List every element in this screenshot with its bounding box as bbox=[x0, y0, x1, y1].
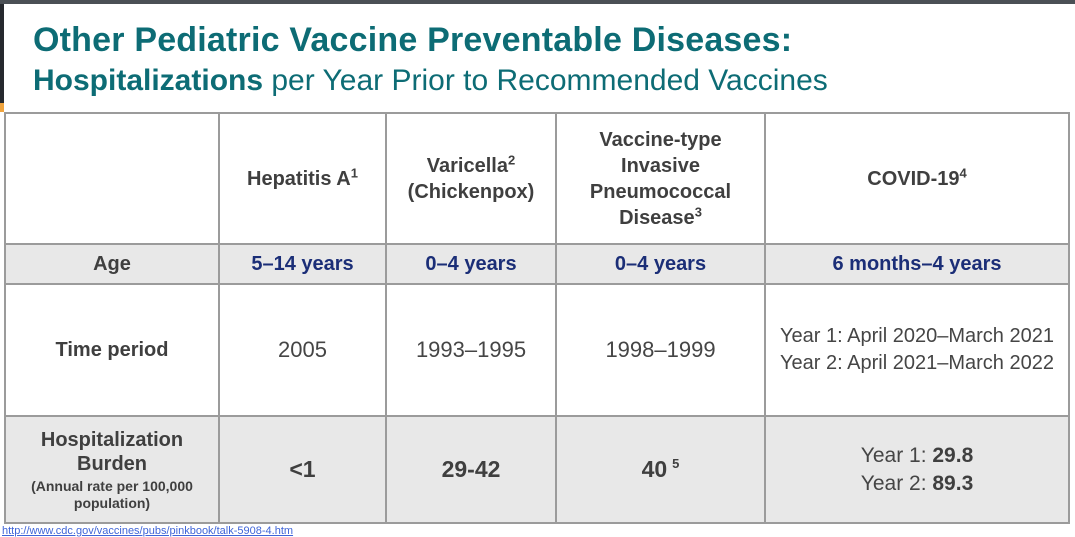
row-label-age: Age bbox=[6, 245, 218, 283]
slide-title: Other Pediatric Vaccine Preventable Dise… bbox=[33, 18, 828, 100]
covid-burden-year2: Year 2: 89.3 bbox=[860, 471, 974, 495]
time-value-pneumococcal: 1998–1999 bbox=[557, 285, 764, 415]
footnote-marker: 2 bbox=[507, 151, 516, 167]
burden-value-varicella: 29-42 bbox=[387, 417, 555, 522]
covid-time-year1: Year 1: April 2020–March 2021 bbox=[780, 325, 1054, 347]
column-header-pneumococcal: Vaccine-type Invasive Pneumococcal Disea… bbox=[557, 114, 764, 243]
slide-title-line1: Other Pediatric Vaccine Preventable Dise… bbox=[33, 21, 793, 59]
column-header-label: Hepatitis A1 bbox=[247, 164, 358, 190]
age-value-varicella: 0–4 years bbox=[387, 245, 555, 283]
window-left-edge-bar bbox=[0, 4, 4, 103]
burden-value-pneumococcal: 40 5 bbox=[557, 417, 764, 522]
column-header-label: Varicella2 bbox=[426, 151, 516, 177]
column-header-covid19: COVID-194 bbox=[766, 114, 1068, 243]
burden-value-hepatitis-a: <1 bbox=[220, 417, 385, 522]
column-header-label: COVID-194 bbox=[867, 164, 967, 190]
age-value-covid19: 6 months–4 years bbox=[766, 245, 1068, 283]
time-value-covid19: Year 1: April 2020–March 2021 Year 2: Ap… bbox=[766, 285, 1068, 415]
slide-title-line2-rest: per Year Prior to Recommended Vaccines bbox=[263, 64, 828, 97]
column-header-varicella: Varicella2 (Chickenpox) bbox=[387, 114, 555, 243]
source-hyperlink[interactable]: http://www.cdc.gov/vaccines/pubs/pinkboo… bbox=[2, 525, 294, 537]
row-label-time-period: Time period bbox=[6, 285, 218, 415]
time-value-hepatitis-a: 2005 bbox=[220, 285, 385, 415]
covid-time-year2: Year 2: April 2021–March 2022 bbox=[780, 352, 1054, 374]
table-corner-cell bbox=[6, 114, 218, 243]
row-label-hospitalization-burden: Hospitalization Burden (Annual rate per … bbox=[6, 417, 218, 522]
footnote-marker: 1 bbox=[350, 164, 358, 180]
slide-title-line2-emphasis: Hospitalizations bbox=[33, 64, 264, 97]
age-value-pneumococcal: 0–4 years bbox=[557, 245, 764, 283]
column-header-sublabel: (Chickenpox) bbox=[407, 180, 535, 203]
slide-title-line2: Hospitalizations per Year Prior to Recom… bbox=[33, 62, 828, 100]
row-label-burden-note: (Annual rate per 100,000 population) bbox=[31, 477, 193, 511]
footnote-marker: 4 bbox=[959, 164, 967, 180]
diseases-table: Hepatitis A1 Varicella2 (Chickenpox) Vac… bbox=[4, 112, 1070, 524]
footnote-marker: 3 bbox=[694, 203, 702, 219]
burden-value-covid19: Year 1: 29.8 Year 2: 89.3 bbox=[766, 417, 1068, 522]
window-top-edge-bar bbox=[0, 0, 1075, 4]
footnote-marker: 5 bbox=[672, 456, 680, 472]
age-value-hepatitis-a: 5–14 years bbox=[220, 245, 385, 283]
time-value-varicella: 1993–1995 bbox=[387, 285, 555, 415]
covid-burden-year1: Year 1: 29.8 bbox=[860, 443, 974, 467]
column-header-hepatitis-a: Hepatitis A1 bbox=[220, 114, 385, 243]
column-header-label: Vaccine-type Invasive Pneumococcal Disea… bbox=[589, 128, 732, 229]
left-edge-orange-accent bbox=[0, 103, 4, 112]
